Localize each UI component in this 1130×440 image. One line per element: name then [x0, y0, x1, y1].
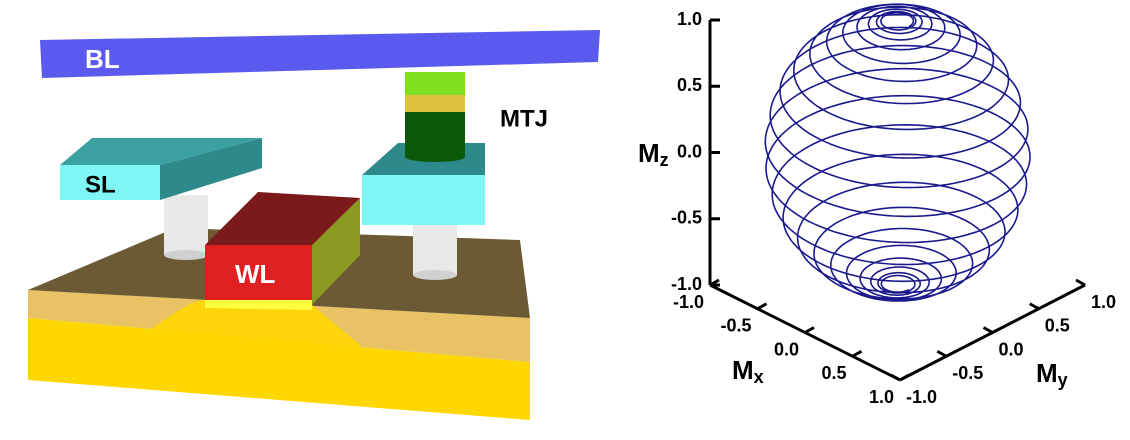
sl-label: SL [85, 171, 116, 198]
z-tick-label: 0.5 [677, 75, 702, 95]
y-tick-label: 1.0 [1091, 292, 1116, 312]
z-tick-label: 1.0 [677, 9, 702, 29]
z-axis-label: Mz [638, 138, 669, 170]
y-tick-label: -1.0 [906, 387, 937, 407]
y-tick [1029, 302, 1040, 311]
wl-strip [205, 300, 312, 310]
x-tick [851, 349, 863, 358]
z-axis-main: M [638, 138, 660, 168]
trajectory-plot: Mz Mx My -1.0 -0.5 0.0 0.5 1.0 -1.0 -0.5 0.0 0.5… [638, 3, 1116, 407]
x-tick-label: -1.0 [673, 292, 704, 312]
mtj-pillar [405, 72, 465, 162]
x-tick [709, 278, 720, 287]
block-front [362, 175, 485, 225]
wl-front [205, 245, 312, 300]
y-tick [890, 373, 901, 382]
z-tick-label: -1.0 [671, 274, 702, 294]
y-tick-label: 0.5 [1045, 316, 1070, 336]
sl-front [60, 165, 160, 200]
x-tick-label: 0.5 [821, 363, 846, 383]
trajectory [764, 3, 1031, 302]
x-tick-label: 1.0 [869, 387, 894, 407]
y-axis-main: M [1036, 358, 1058, 388]
wl-label: WL [235, 259, 276, 289]
x-tick [899, 373, 910, 382]
z-tick-label: 0.0 [677, 141, 702, 161]
z-axis-sub: z [660, 150, 669, 170]
x-tick [804, 326, 815, 334]
x-tick [756, 302, 768, 311]
y-tick [936, 349, 947, 358]
y-tick-label: -0.5 [952, 363, 983, 383]
wl-top [205, 192, 360, 245]
x-tick-label: 0.0 [774, 339, 799, 359]
x-tick-label: -0.5 [720, 316, 751, 336]
device-diagram: BL SL WL MTJ [28, 30, 600, 420]
y-axis-sub: y [1058, 370, 1068, 390]
x-axis-sub: x [754, 367, 764, 387]
y-axis-label: My [1036, 358, 1068, 390]
y-tick [982, 326, 994, 334]
mtj-label: MTJ [500, 105, 548, 132]
pillar-left [164, 195, 208, 260]
bl-label: BL [85, 44, 120, 74]
diffusion [150, 300, 360, 365]
bl-bar [40, 30, 600, 78]
y-tick [1075, 278, 1086, 287]
x-axis-main: M [732, 355, 754, 385]
sl-top [60, 138, 262, 165]
sl-side [160, 138, 262, 200]
wl-side [312, 198, 360, 305]
x-axis-label: Mx [732, 355, 764, 387]
y-tick-label: 0.0 [999, 339, 1024, 359]
z-tick-label: -0.5 [671, 208, 702, 228]
